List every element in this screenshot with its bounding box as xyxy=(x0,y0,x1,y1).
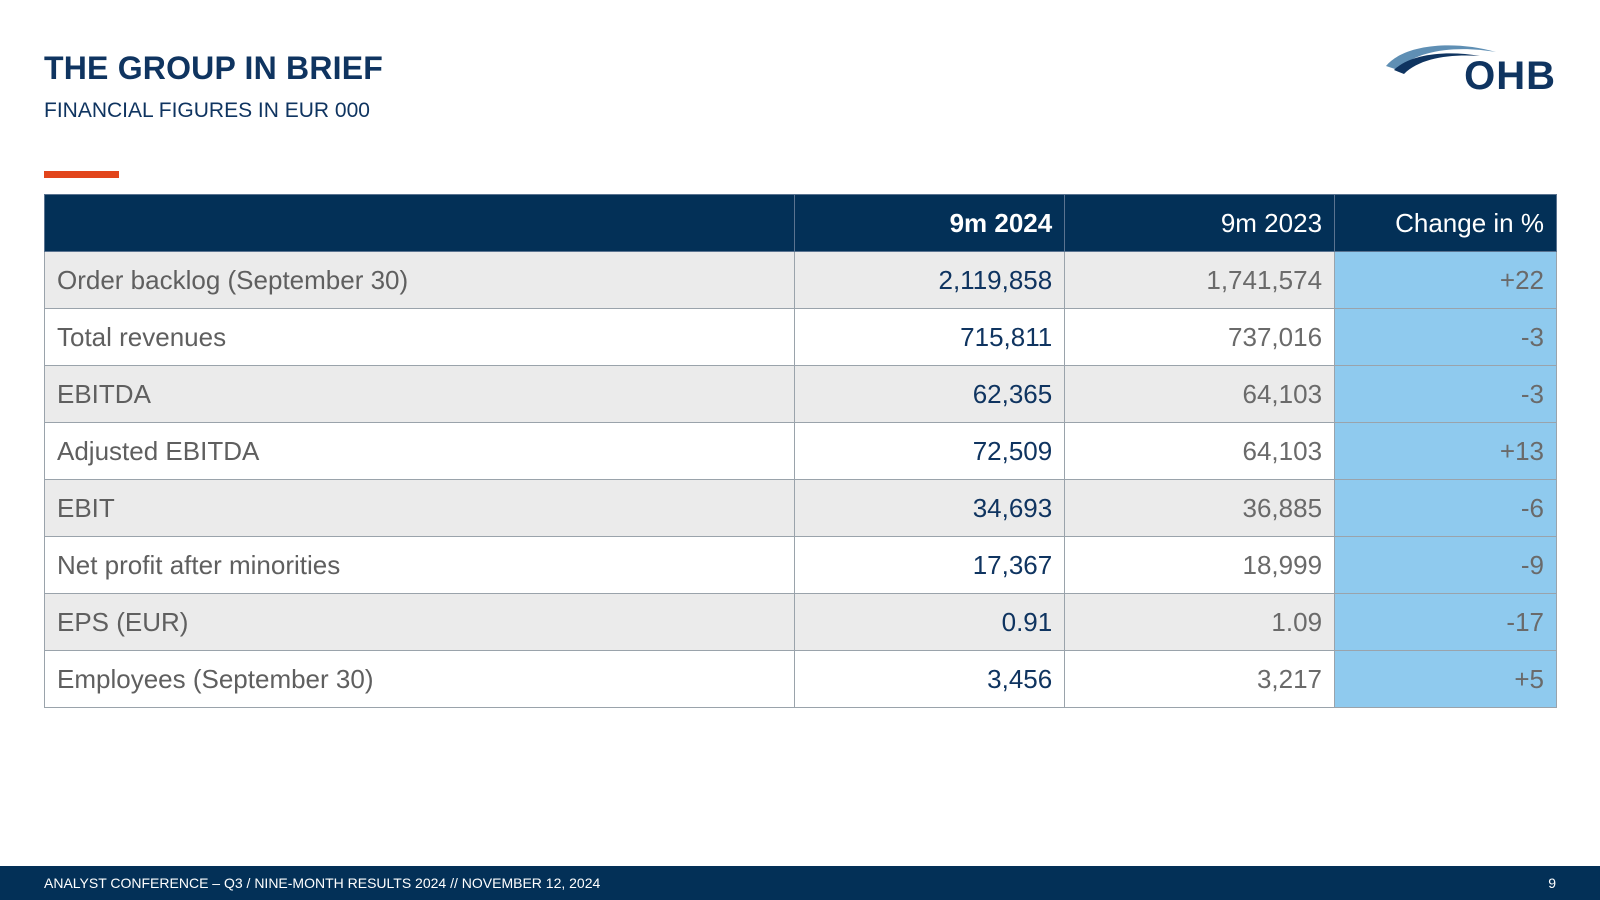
value-9m-2024: 17,367 xyxy=(794,536,1066,594)
value-change: +22 xyxy=(1334,251,1557,309)
value-9m-2024: 715,811 xyxy=(794,308,1066,366)
value-9m-2024: 3,456 xyxy=(794,650,1066,708)
page-number: 9 xyxy=(1548,875,1556,891)
value-9m-2023: 18,999 xyxy=(1064,536,1336,594)
value-9m-2024: 34,693 xyxy=(794,479,1066,537)
value-change: -6 xyxy=(1334,479,1557,537)
value-9m-2023: 737,016 xyxy=(1064,308,1336,366)
row-label: EBIT xyxy=(43,479,796,537)
financial-table: 9m 2024 9m 2023 Change in % Order backlo… xyxy=(43,194,1557,708)
value-change: -3 xyxy=(1334,308,1557,366)
value-9m-2023: 64,103 xyxy=(1064,422,1336,480)
value-9m-2023: 3,217 xyxy=(1064,650,1336,708)
table-header-row: 9m 2024 9m 2023 Change in % xyxy=(43,194,1557,252)
accent-bar xyxy=(44,171,119,178)
value-change: -17 xyxy=(1334,593,1557,651)
value-change: -3 xyxy=(1334,365,1557,423)
row-label: Order backlog (September 30) xyxy=(43,251,796,309)
header-change: Change in % xyxy=(1334,194,1557,252)
footer-text: ANALYST CONFERENCE – Q3 / NINE-MONTH RES… xyxy=(44,875,601,891)
value-change: +5 xyxy=(1334,650,1557,708)
value-change: -9 xyxy=(1334,536,1557,594)
table-row: Employees (September 30) 3,456 3,217 +5 xyxy=(43,650,1557,708)
logo-swoosh-icon xyxy=(1386,45,1496,74)
footer-bar: ANALYST CONFERENCE – Q3 / NINE-MONTH RES… xyxy=(0,866,1600,900)
value-9m-2023: 1,741,574 xyxy=(1064,251,1336,309)
header-9m-2024: 9m 2024 xyxy=(794,194,1066,252)
slide-title: THE GROUP IN BRIEF xyxy=(44,50,384,86)
value-9m-2023: 36,885 xyxy=(1064,479,1336,537)
row-label: Total revenues xyxy=(43,308,796,366)
table-row: EBIT 34,693 36,885 -6 xyxy=(43,479,1557,537)
row-label: EBITDA xyxy=(43,365,796,423)
value-9m-2024: 2,119,858 xyxy=(794,251,1066,309)
value-9m-2024: 62,365 xyxy=(794,365,1066,423)
slide-subtitle: FINANCIAL FIGURES IN EUR 000 xyxy=(44,99,370,122)
row-label: Net profit after minorities xyxy=(43,536,796,594)
table-row: Net profit after minorities 17,367 18,99… xyxy=(43,536,1557,594)
value-9m-2024: 0.91 xyxy=(794,593,1066,651)
table-row: EPS (EUR) 0.91 1.09 -17 xyxy=(43,593,1557,651)
header-label xyxy=(43,194,796,252)
header-9m-2023: 9m 2023 xyxy=(1064,194,1336,252)
value-9m-2023: 1.09 xyxy=(1064,593,1336,651)
logo-text: OHB xyxy=(1464,54,1556,98)
table-row: Adjusted EBITDA 72,509 64,103 +13 xyxy=(43,422,1557,480)
row-label: EPS (EUR) xyxy=(43,593,796,651)
value-9m-2023: 64,103 xyxy=(1064,365,1336,423)
value-9m-2024: 72,509 xyxy=(794,422,1066,480)
ohb-logo: OHB xyxy=(1384,40,1556,96)
table-row: EBITDA 62,365 64,103 -3 xyxy=(43,365,1557,423)
table-row: Total revenues 715,811 737,016 -3 xyxy=(43,308,1557,366)
table-row: Order backlog (September 30) 2,119,858 1… xyxy=(43,251,1557,309)
row-label: Adjusted EBITDA xyxy=(43,422,796,480)
row-label: Employees (September 30) xyxy=(43,650,796,708)
value-change: +13 xyxy=(1334,422,1557,480)
